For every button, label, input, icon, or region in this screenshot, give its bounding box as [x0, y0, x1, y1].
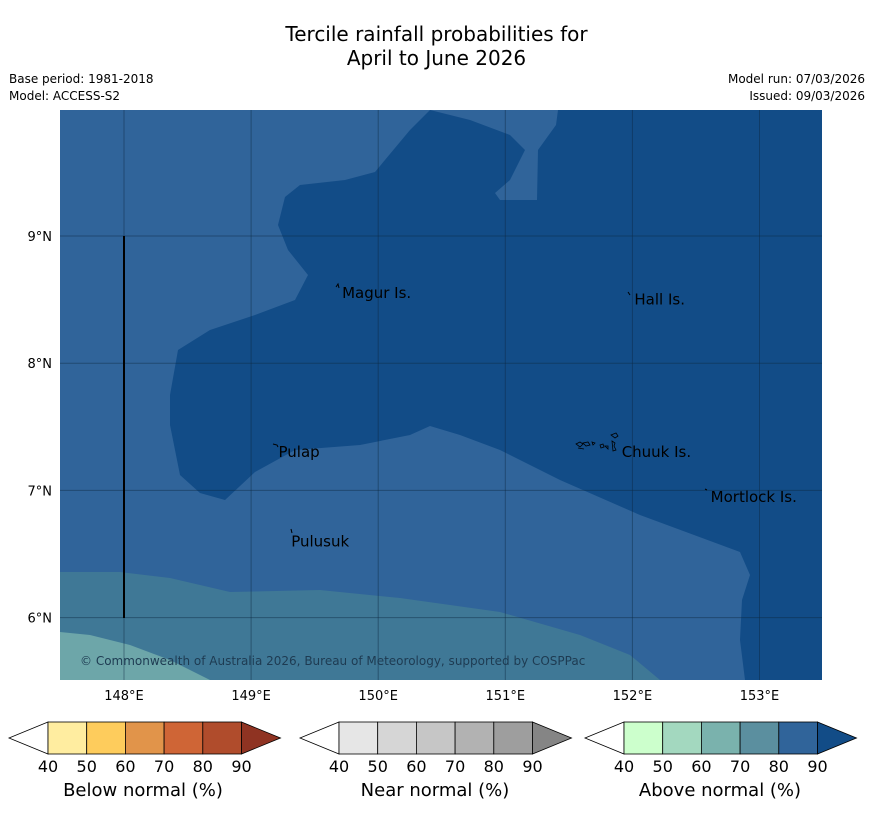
title-line-1: Tercile rainfall probabilities for — [285, 22, 588, 46]
colorbar-tick-label: 60 — [691, 757, 711, 776]
colorbar-segment — [47, 721, 88, 755]
colorbar-tick-label: 80 — [484, 757, 504, 776]
place-label: Pulap — [279, 443, 320, 461]
place-label: Mortlock Is. — [711, 488, 797, 506]
colorbar-segment — [338, 721, 379, 755]
place-label: Chuuk Is. — [622, 443, 691, 461]
place-label: Pulusuk — [291, 532, 349, 550]
model-run: Model run: 07/03/2026 — [727, 72, 865, 86]
colorbar-tick-label: 90 — [231, 757, 251, 776]
below-normal-label: Below normal (%) — [63, 780, 223, 801]
colorbar-segment — [701, 721, 741, 755]
colorbar-segment — [377, 721, 417, 755]
chuuk-lagoon-islands — [575, 432, 619, 452]
issued-date: Issued: 09/03/2026 — [749, 89, 865, 103]
colorbar-tick-label: 90 — [807, 757, 827, 776]
colorbars: 40 50 60 70 80 90 40 50 60 70 80 90 40 50 60 70 80 90 — [7, 721, 858, 776]
colorbar-segment — [778, 721, 818, 755]
probability-map: Magur Is. Hall Is. Pulap Chuuk Is. Mortlock … — [60, 110, 822, 680]
lon-tick-label: 151°E — [486, 689, 526, 704]
near-normal-label: Near normal (%) — [360, 780, 510, 801]
colorbar-tick-label: 40 — [614, 757, 634, 776]
axis-labels: 148°E 149°E 150°E 151°E 152°E 153°E 9°N 8°N 7°N 6… — [28, 230, 780, 704]
colorbar-segment — [623, 721, 664, 755]
colorbar-segment — [493, 721, 533, 755]
lat-tick-label: 7°N — [28, 484, 53, 499]
colorbar-segment — [163, 721, 204, 755]
colorbar-low-extend — [7, 721, 49, 755]
colorbar: 40 50 60 70 80 90 — [7, 721, 282, 776]
fill-above-90 — [170, 110, 822, 680]
lat-tick-label: 6°N — [28, 612, 53, 627]
meta-left: Base period: 1981-2018 Model: ACCESS-S2 — [9, 71, 154, 105]
islet-marks — [272, 282, 708, 534]
map-title: Tercile rainfall probabilities for April… — [0, 22, 873, 70]
lon-tick-label: 149°E — [231, 689, 271, 704]
colorbar-tick-label: 50 — [368, 757, 388, 776]
lon-tick-label: 150°E — [358, 689, 398, 704]
colorbar-tick-label: 50 — [653, 757, 673, 776]
lon-tick-label: 148°E — [104, 689, 144, 704]
lon-tick-label: 153°E — [740, 689, 780, 704]
colorbar-segment — [415, 721, 456, 755]
lat-tick-label: 9°N — [28, 230, 53, 245]
colorbar: 40 50 60 70 80 90 — [298, 721, 573, 776]
colorbar-low-extend — [298, 721, 340, 755]
meta-right: Model run: 07/03/2026 Issued: 09/03/2026 — [728, 71, 865, 105]
colorbar-segment — [202, 721, 242, 755]
fill-above-60 — [60, 632, 210, 680]
copyright-notice: © Commonwealth of Australia 2026, Bureau… — [80, 654, 585, 668]
colorbar-high-extend — [817, 721, 858, 755]
colorbar-tick-label: 40 — [329, 757, 349, 776]
colorbar-segment — [454, 721, 495, 755]
colorbar-low-extend — [583, 721, 625, 755]
colorbar-tick-label: 70 — [154, 757, 174, 776]
colorbar-segment — [86, 721, 126, 755]
colorbar-segment — [739, 721, 780, 755]
model-name: Model: ACCESS-S2 — [9, 89, 121, 103]
colorbar-tick-label: 60 — [406, 757, 426, 776]
colorbar-tick-label: 70 — [445, 757, 465, 776]
colorbar-tick-label: 60 — [115, 757, 135, 776]
colorbar-high-extend — [532, 721, 573, 755]
place-label: Hall Is. — [634, 291, 685, 309]
above-normal-label: Above normal (%) — [638, 780, 802, 801]
colorbar: 40 50 60 70 80 90 — [583, 721, 858, 776]
colorbar-tick-label: 80 — [769, 757, 789, 776]
colorbar-segment — [125, 721, 165, 755]
colorbar-tick-label: 50 — [77, 757, 97, 776]
place-label: Magur Is. — [342, 284, 411, 302]
colorbar-tick-label: 90 — [522, 757, 542, 776]
lon-tick-label: 152°E — [613, 689, 653, 704]
lat-tick-label: 8°N — [28, 357, 53, 372]
title-line-2: April to June 2026 — [346, 46, 527, 70]
place-labels: Magur Is. Hall Is. Pulap Chuuk Is. Mortlock … — [279, 284, 797, 550]
base-period: Base period: 1981-2018 — [9, 72, 154, 86]
fill-above-70 — [60, 572, 660, 680]
colorbar-tick-label: 70 — [730, 757, 750, 776]
colorbar-high-extend — [241, 721, 282, 755]
colorbar-segment — [662, 721, 702, 755]
colorbar-tick-label: 80 — [193, 757, 213, 776]
colorbar-tick-label: 40 — [38, 757, 58, 776]
